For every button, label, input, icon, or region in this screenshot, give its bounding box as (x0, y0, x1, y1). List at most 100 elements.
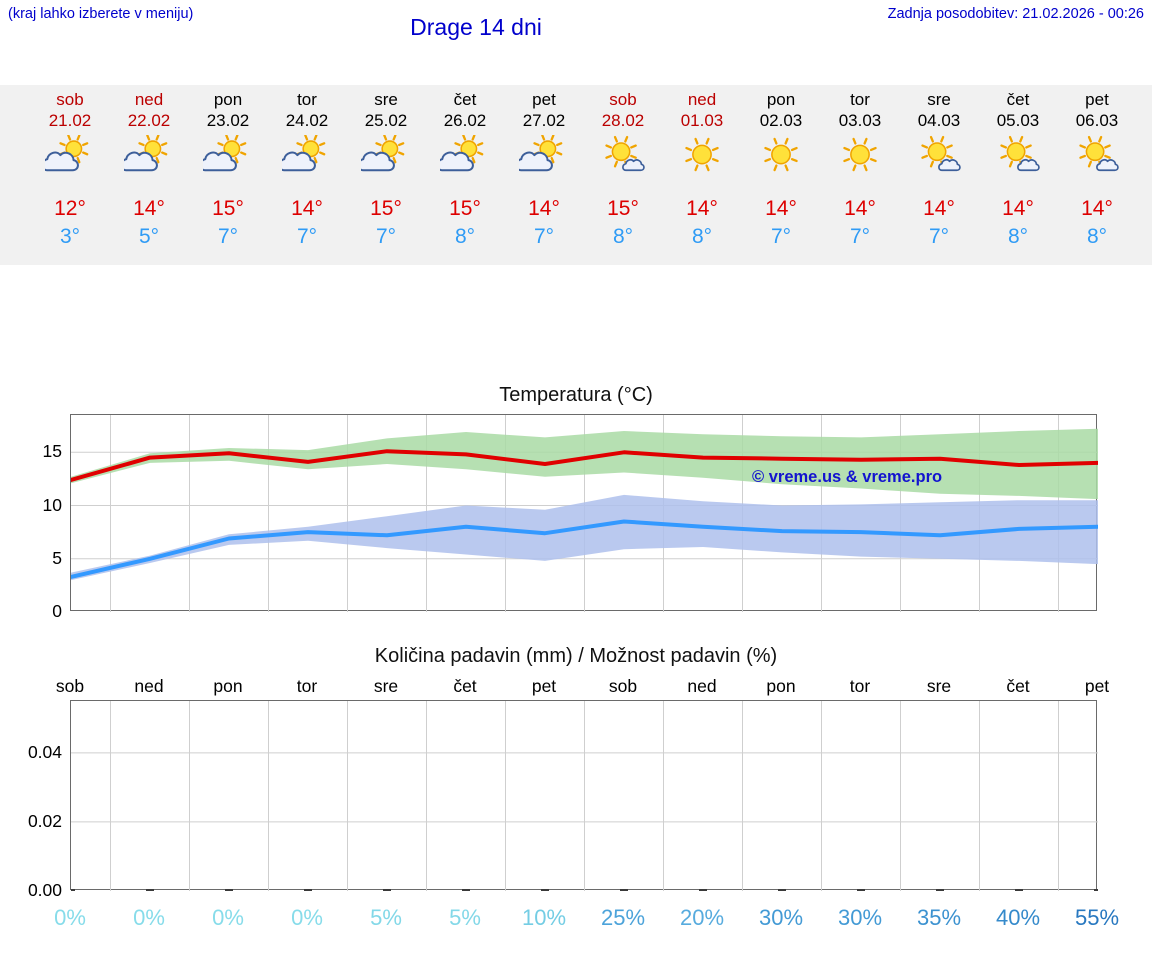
sun-ray (471, 135, 476, 141)
temperature-chart-title: Temperatura (°C) (499, 384, 653, 406)
mostly-sunny-icon (1079, 135, 1119, 172)
low-temp: 7° (770, 225, 792, 248)
weather-icon-wrap (663, 135, 742, 177)
temperature-chart (70, 414, 1098, 612)
sun-ray (685, 157, 693, 163)
precip-chart (70, 700, 1098, 891)
precip-y-tick-label: 0.04 (27, 741, 62, 762)
sun-disc (144, 140, 162, 158)
sun-ray (921, 154, 929, 159)
high-temp: 14° (133, 197, 165, 220)
precip-probability: 0% (291, 905, 323, 930)
sun-ray (533, 142, 540, 147)
precip-bar (462, 889, 470, 891)
high-temp: 14° (291, 197, 323, 220)
partly-cloudy-icon (45, 135, 89, 172)
sun-ray (240, 142, 247, 147)
precip-plot-svg (71, 701, 1098, 891)
low-temp: 8° (1086, 225, 1108, 248)
sun-ray (705, 164, 710, 172)
watermark-link[interactable]: © vreme.us & vreme.pro (752, 468, 943, 486)
temp-y-tick-label: 10 (42, 494, 62, 515)
precip-day-label: pon (213, 676, 243, 696)
sun-ray (863, 164, 868, 172)
sun-ray (705, 137, 710, 145)
precip-bar (936, 889, 944, 891)
temp-y-tick-label: 0 (52, 601, 62, 621)
low-temp: 8° (691, 225, 713, 248)
sun-ray (454, 142, 461, 147)
high-temp: 14° (765, 197, 797, 220)
sun-ray (1008, 135, 1014, 143)
sun-ray (929, 160, 935, 168)
day-date: 05.03 (996, 111, 1040, 130)
high-temp: 15° (212, 197, 244, 220)
sun-ray (711, 146, 719, 152)
sun-ray (398, 142, 405, 147)
sun-ray (1104, 154, 1111, 159)
day-column: tor 24.02 14° 7° (268, 85, 347, 265)
day-column: ned 01.03 14° 8° (663, 85, 742, 265)
sun-ray (843, 146, 851, 152)
sun-disc (460, 140, 478, 158)
sun-ray (541, 135, 546, 141)
partly-cloudy-icon (124, 135, 168, 172)
sun-ray (946, 144, 953, 149)
sun-ray (764, 146, 772, 152)
day-name: ned (687, 90, 717, 109)
sun-ray (375, 142, 382, 147)
day-date: 25.02 (364, 111, 408, 130)
weather-icon-wrap (900, 135, 979, 177)
sun-ray (1000, 154, 1008, 159)
cloud-shape (45, 151, 79, 172)
precip-day-label: sre (926, 676, 952, 696)
precip-probability: 5% (449, 905, 481, 930)
weather-icon-wrap (189, 135, 268, 177)
precip-day-label: ned (687, 676, 717, 696)
weather-icon-wrap (347, 135, 426, 177)
day-name: sob (56, 90, 84, 109)
weather-icon-wrap (426, 135, 505, 177)
day-column: sob 28.02 15° 8° (584, 85, 663, 265)
sun-ray (843, 157, 851, 163)
sun-ray (605, 144, 613, 149)
day-date: 27.02 (522, 111, 566, 130)
sun-ray (613, 135, 619, 143)
day-name: čet (453, 90, 477, 109)
precip-bar (146, 889, 154, 891)
weather-icon-wrap (584, 135, 663, 177)
sun-ray (471, 156, 476, 164)
temp-y-tick-label: 15 (42, 441, 62, 462)
temperature-plot-svg (71, 415, 1098, 612)
sun-ray (940, 135, 945, 143)
sun-disc (771, 144, 791, 165)
precip-bar (541, 889, 549, 891)
precip-bar (1094, 889, 1098, 891)
high-temp: 15° (370, 197, 402, 220)
sun-ray (1098, 135, 1103, 143)
sun-ray (863, 137, 868, 145)
precip-bar (304, 889, 312, 891)
day-name: pon (213, 90, 243, 109)
page-title: Drage 14 dni (410, 14, 542, 40)
cloud-shape (1017, 158, 1040, 172)
day-column: pet 06.03 14° 8° (1058, 85, 1137, 265)
sunny-icon (685, 137, 719, 172)
precip-probability: 25% (600, 905, 646, 930)
sun-ray (605, 154, 613, 159)
sun-ray (59, 142, 66, 147)
high-temp: 14° (844, 197, 876, 220)
precip-bar (71, 889, 75, 891)
precip-day-label: sob (608, 676, 638, 696)
sun-ray (319, 142, 326, 147)
partly-cloudy-icon (361, 135, 405, 172)
day-column: pon 02.03 14° 7° (742, 85, 821, 265)
sun-ray (313, 156, 318, 164)
sun-ray (694, 137, 699, 145)
sun-ray (462, 135, 467, 141)
sun-ray (234, 156, 239, 164)
max_temp_range-band (71, 428, 1098, 500)
sun-ray (76, 156, 81, 164)
cloud-shape (938, 158, 961, 172)
precip-day-label: sob (55, 676, 85, 696)
